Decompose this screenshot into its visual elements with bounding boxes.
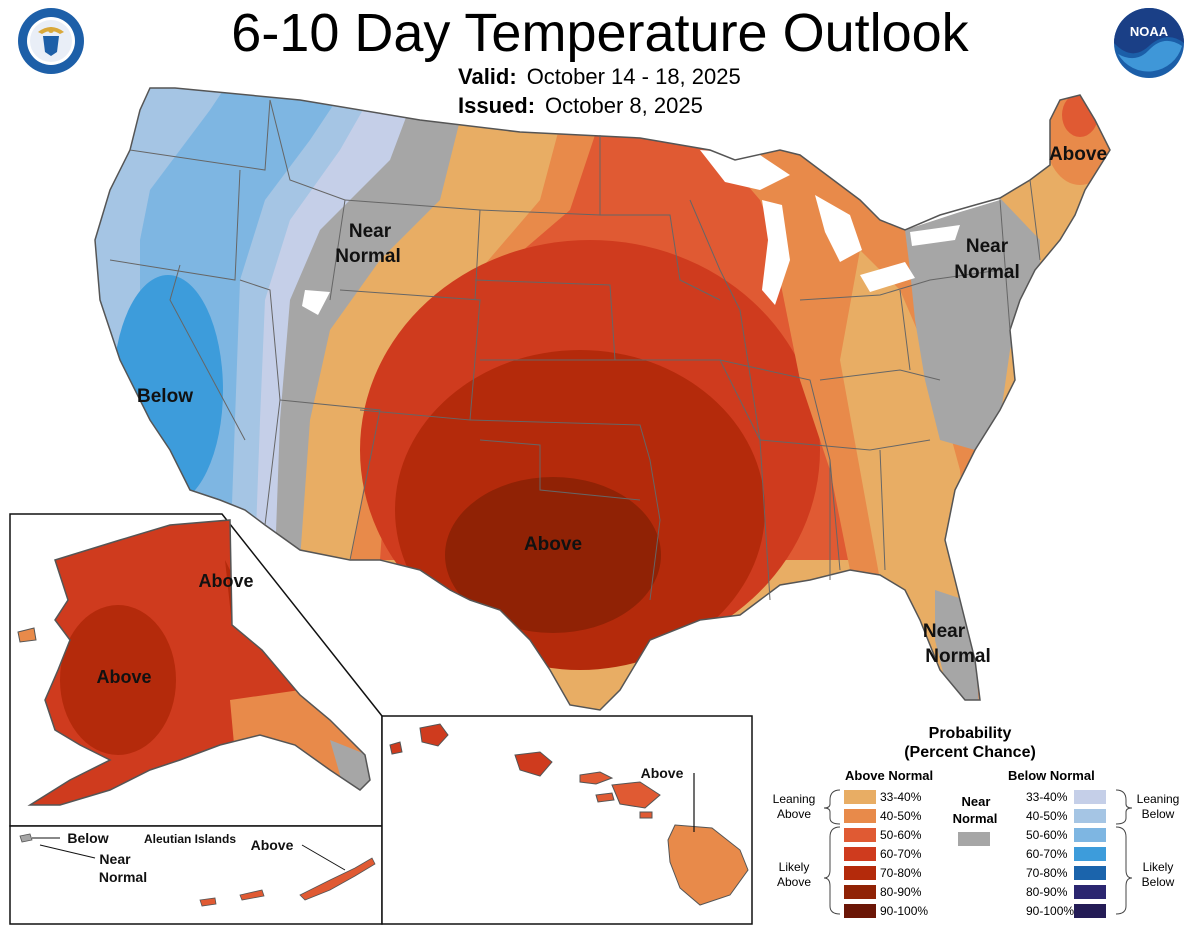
legend-above-label: 70-80% <box>880 866 922 880</box>
legend-above-swatch <box>844 828 876 842</box>
alaska-island <box>17 627 37 643</box>
commerce-seal-icon <box>18 8 84 74</box>
legend-below-label: 70-80% <box>1026 866 1068 880</box>
label-near-normal-ne-2: Normal <box>954 262 1019 283</box>
lake-superior <box>700 150 790 190</box>
label-alaska-above-ne: Above <box>198 571 253 591</box>
legend-title-1: Probability <box>928 725 1012 742</box>
aleutian-islands-shapes <box>19 833 376 907</box>
great-salt-lake <box>302 290 330 315</box>
legend-above-label: 90-100% <box>880 904 929 918</box>
label-aleutian-title: Aleutian Islands <box>144 832 236 846</box>
legend-above-label: 60-70% <box>880 847 922 861</box>
issued-label: Issued: <box>458 93 536 118</box>
label-near-normal-fl-1: Near <box>923 621 966 642</box>
noaa-logo-text: NOAA <box>1130 24 1169 39</box>
lake-ontario <box>910 225 960 246</box>
legend-below-swatch <box>1074 809 1106 823</box>
valid-label: Valid: <box>458 64 517 89</box>
alaska-outline <box>27 519 371 806</box>
legend-leaning-above: Leaning Above <box>772 792 816 821</box>
issued-value: October 8, 2025 <box>545 93 703 118</box>
legend-near-header-2: Normal <box>952 811 998 826</box>
probability-legend: Probability (Percent Chance) Above Norma… <box>760 720 1200 920</box>
legend-leaning-below: Leaning Below <box>1136 792 1180 821</box>
legend-below-header: Below Normal <box>1008 768 1095 783</box>
lake-huron <box>815 195 862 262</box>
noaa-logo-icon: NOAA <box>1114 8 1184 78</box>
legend-below-swatch <box>1074 866 1106 880</box>
legend-below-swatch <box>1074 904 1106 918</box>
legend-below-label: 60-70% <box>1026 847 1068 861</box>
conus-map <box>95 88 1110 710</box>
label-aleutian-above: Above <box>251 837 294 853</box>
conus-outline <box>94 87 1111 711</box>
label-near-normal-fl-2: Normal <box>925 646 990 667</box>
lake-erie <box>860 262 915 292</box>
label-below-west: Below <box>137 386 193 407</box>
hawaii-islands <box>389 723 749 906</box>
legend-likely-below: Likely Below <box>1141 860 1175 889</box>
legend-below-label: 40-50% <box>1026 809 1068 823</box>
label-aleutian-below: Below <box>67 830 108 846</box>
legend-below-label: 90-100% <box>1026 904 1075 918</box>
label-near-normal-west-2: Normal <box>335 246 400 267</box>
label-near-normal-ne-1: Near <box>966 236 1009 257</box>
page-title: 6-10 Day Temperature Outlook <box>231 3 969 63</box>
legend-near-swatch <box>958 832 990 846</box>
label-aleutian-near-normal-1: Near <box>99 851 131 867</box>
valid-value: October 14 - 18, 2025 <box>526 64 741 89</box>
legend-above-label: 50-60% <box>880 828 922 842</box>
legend-above-label: 40-50% <box>880 809 922 823</box>
legend-below-label: 50-60% <box>1026 828 1068 842</box>
legend-below-swatch <box>1074 828 1106 842</box>
legend-likely-above: Likely Above <box>776 860 812 889</box>
legend-above-label: 80-90% <box>880 885 922 899</box>
legend-above-swatch <box>844 809 876 823</box>
legend-below-swatch <box>1074 790 1106 804</box>
valid-dates: Valid: October 14 - 18, 2025 <box>458 64 741 90</box>
legend-braces <box>823 789 1133 915</box>
canada-area <box>720 140 1000 230</box>
legend-above-swatch <box>844 904 876 918</box>
legend-above-swatch <box>844 790 876 804</box>
legend-above-label: 33-40% <box>880 790 922 804</box>
legend-below-swatch <box>1074 885 1106 899</box>
legend-below-label: 80-90% <box>1026 885 1068 899</box>
lake-michigan <box>762 200 790 305</box>
legend-above-swatch <box>844 866 876 880</box>
legend-above-header: Above Normal <box>845 768 934 783</box>
legend-below-label: 33-40% <box>1026 790 1068 804</box>
legend-above-swatch <box>844 847 876 861</box>
legend-title-2: (Percent Chance) <box>904 744 1036 761</box>
legend-above-swatch <box>844 885 876 899</box>
label-above-center: Above <box>524 534 582 555</box>
label-aleutian-near-normal-2: Normal <box>99 869 147 885</box>
label-near-normal-west-1: Near <box>349 221 392 242</box>
label-above-ne: Above <box>1049 144 1107 165</box>
legend-below-swatch <box>1074 847 1106 861</box>
label-hawaii-above: Above <box>641 765 684 781</box>
state-borders <box>109 99 1041 601</box>
label-alaska-above-w: Above <box>96 667 151 687</box>
legend-near-header-1: Near <box>961 794 991 809</box>
aleutian-inset-frame <box>9 825 383 925</box>
issued-date: Issued: October 8, 2025 <box>458 93 703 119</box>
